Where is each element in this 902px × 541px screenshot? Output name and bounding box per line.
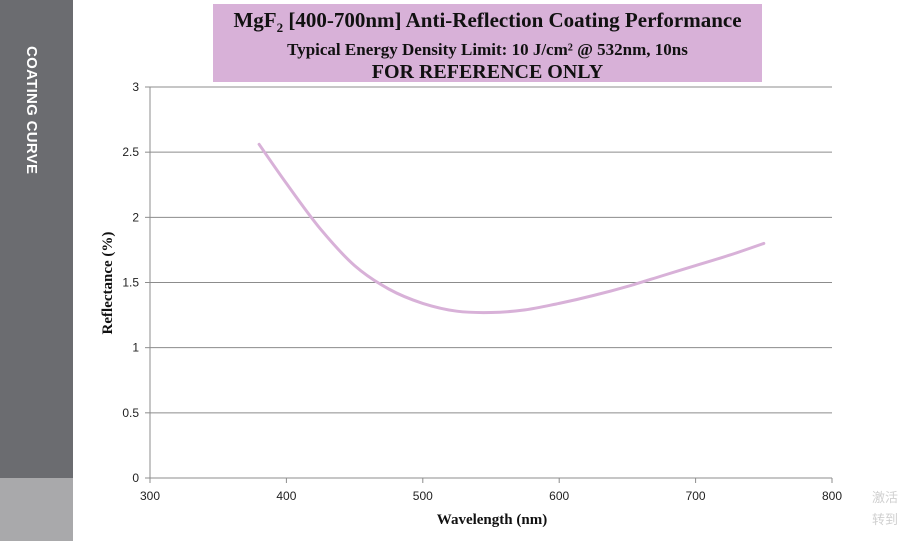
watermark: 激活 转到 — [872, 488, 902, 532]
y-tick-label: 1.5 — [122, 276, 139, 290]
y-tick-label: 0 — [132, 471, 139, 485]
title-formula: MgF — [233, 8, 277, 32]
tick-labels: 0 0.5 1 1.5 2 2.5 3 300 400 500 600 700 800 — [122, 80, 842, 503]
watermark-line2: 转到 — [872, 513, 899, 528]
x-tick-label: 700 — [686, 489, 706, 503]
y-tick-label: 1 — [132, 341, 139, 355]
y-tick-label: 3 — [132, 80, 139, 94]
x-tick-label: 400 — [276, 489, 296, 503]
series-layer — [257, 142, 766, 315]
watermark-line1: 激活 — [872, 491, 899, 506]
side-band-footer — [0, 478, 73, 541]
y-axis-label: Reflectance (%) — [100, 232, 116, 335]
title-rest: [400-700nm] Anti-Reflection Coating Perf… — [283, 8, 742, 32]
reference-note: FOR REFERENCE ONLY — [371, 61, 604, 84]
y-tick-label: 2.5 — [122, 145, 139, 159]
side-band — [0, 0, 73, 478]
y-tick-label: 2 — [132, 210, 139, 224]
x-tick-label: 300 — [140, 489, 160, 503]
sidebar-label: COATING CURVE — [23, 46, 40, 175]
x-tick-label: 600 — [549, 489, 569, 503]
gridlines — [150, 86, 832, 414]
x-axis-label: Wavelength (nm) — [437, 512, 547, 528]
y-tick-label: 0.5 — [122, 406, 139, 420]
series-line-reflectance — [257, 142, 766, 315]
axes — [145, 86, 833, 483]
chart-subtitle: Typical Energy Density Limit: 10 J/cm² @… — [287, 40, 688, 60]
title-formula-subscript: 2 — [276, 20, 284, 36]
x-tick-label: 800 — [822, 489, 842, 503]
x-tick-label: 500 — [413, 489, 433, 503]
chart-title: MgF2 [400-700nm] Anti-Reflection Coating… — [213, 8, 762, 40]
chart-title-box: MgF2 [400-700nm] Anti-Reflection Coating… — [213, 4, 762, 84]
